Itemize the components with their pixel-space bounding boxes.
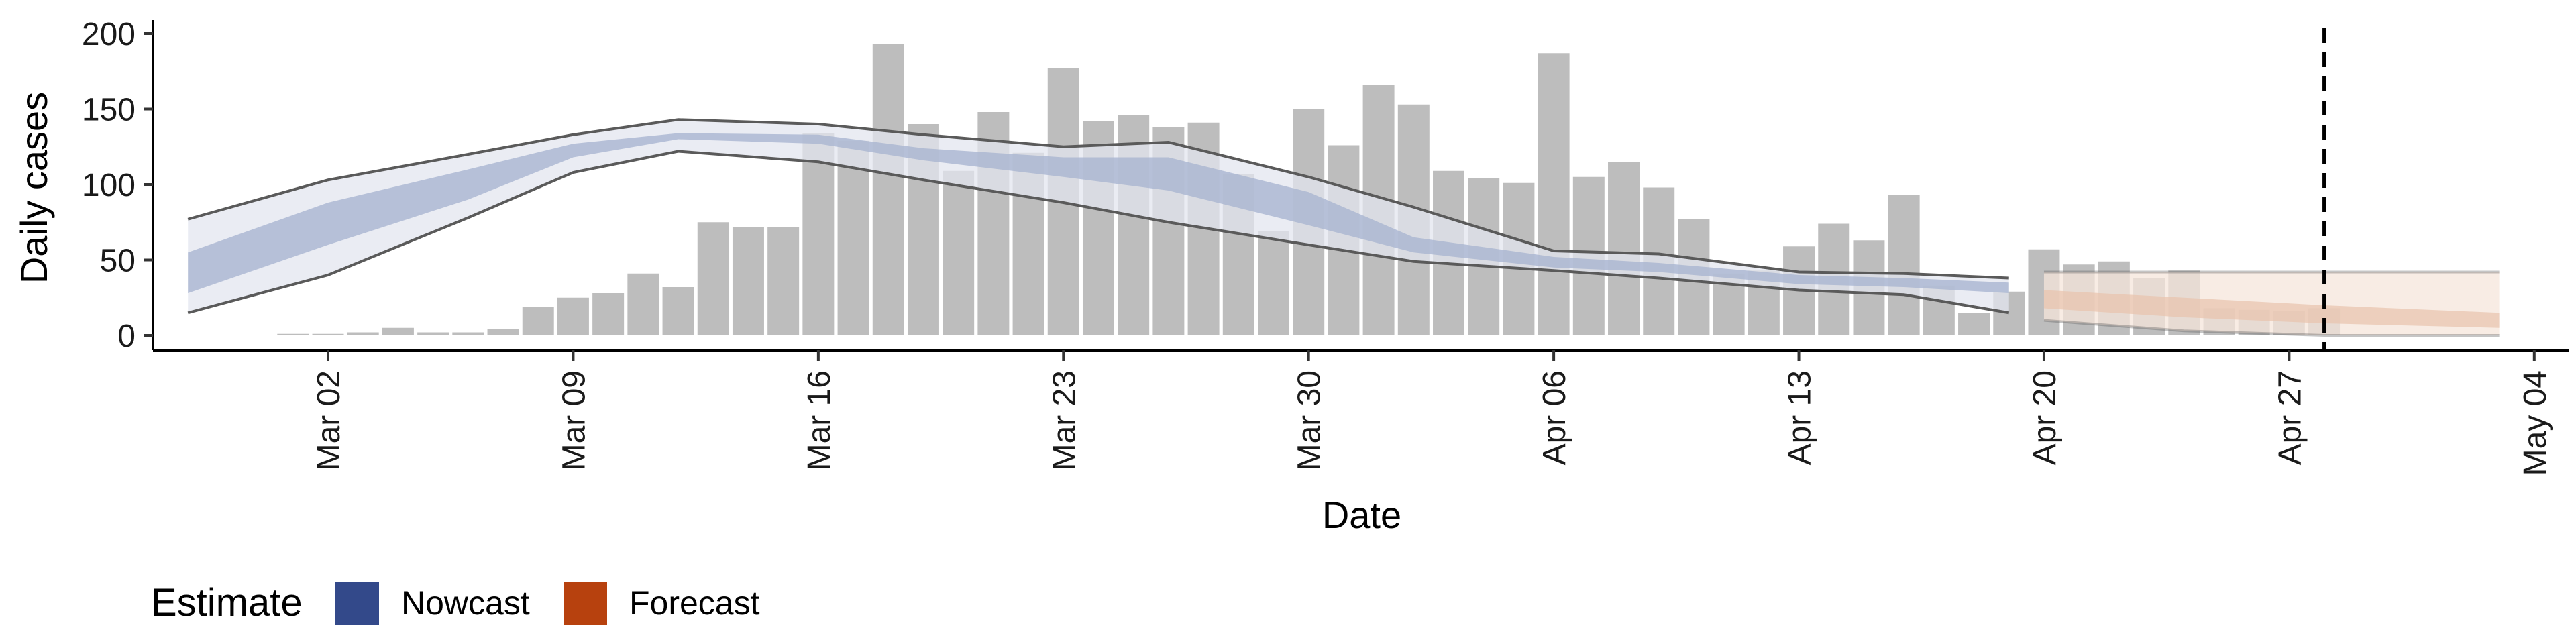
y-tick-label: 100: [82, 168, 136, 203]
x-axis-title: Date: [1322, 494, 1401, 536]
bar: [347, 332, 379, 335]
bound-lines-layer: [187, 118, 2500, 337]
forecast-lower-line: [2043, 319, 2500, 337]
legend-label-nowcast: Nowcast: [401, 584, 530, 622]
x-tick-label: Apr 27: [2272, 370, 2308, 465]
x-axis-ticks: Mar 02 Mar 09 Mar 16 Mar 23 Mar 30 Apr 06 Apr …: [311, 350, 2553, 476]
bar: [943, 170, 975, 335]
x-tick-label: Apr 06: [1537, 370, 1572, 465]
legend-title: Estimate: [151, 581, 303, 625]
bar: [487, 329, 519, 335]
x-tick-label: Mar 02: [311, 370, 347, 470]
nowcast-inner-band: [188, 133, 2009, 293]
bar: [522, 307, 554, 335]
bar: [802, 133, 835, 335]
nowcast-upper-line: [187, 118, 2009, 280]
bar: [662, 287, 694, 335]
bar: [452, 332, 484, 335]
bar: [872, 44, 904, 335]
ribbon-layer: [188, 119, 2500, 335]
y-tick-label: 200: [82, 17, 136, 52]
bar: [312, 333, 344, 335]
bar: [732, 227, 764, 335]
x-tick-label: Apr 20: [2027, 370, 2063, 465]
bar: [382, 327, 414, 335]
bar: [1888, 195, 1920, 335]
bar: [697, 222, 729, 335]
bar: [1538, 53, 1570, 335]
bar: [277, 333, 309, 335]
y-axis-ticks: 0 50 100 150 200: [82, 17, 153, 354]
legend: Estimate Nowcast Forecast: [151, 581, 760, 625]
x-tick-label: Apr 13: [1782, 370, 1818, 465]
legend-swatch-forecast: [564, 582, 607, 625]
x-tick-label: Mar 09: [556, 370, 592, 470]
y-tick-label: 150: [82, 93, 136, 128]
bar: [557, 297, 589, 335]
bar: [1958, 313, 1990, 335]
bar: [592, 293, 625, 335]
bar: [417, 332, 449, 335]
bar: [627, 273, 659, 335]
bar: [1258, 231, 1289, 335]
y-tick-label: 50: [100, 244, 136, 279]
bar: [767, 227, 800, 335]
legend-swatch-nowcast: [335, 582, 379, 625]
legend-label-forecast: Forecast: [629, 584, 760, 622]
x-tick-label: Mar 23: [1046, 370, 1082, 470]
x-tick-label: Mar 16: [802, 370, 837, 470]
forecast-inner-band: [2043, 290, 2500, 328]
y-tick-label: 0: [117, 319, 136, 354]
bar: [837, 140, 869, 335]
y-axis-title: Daily cases: [13, 92, 55, 284]
bar: [1608, 162, 1640, 335]
x-tick-label: Mar 30: [1292, 370, 1328, 470]
x-tick-label: May 04: [2518, 370, 2553, 476]
nowcast-lower-line: [187, 150, 2010, 315]
